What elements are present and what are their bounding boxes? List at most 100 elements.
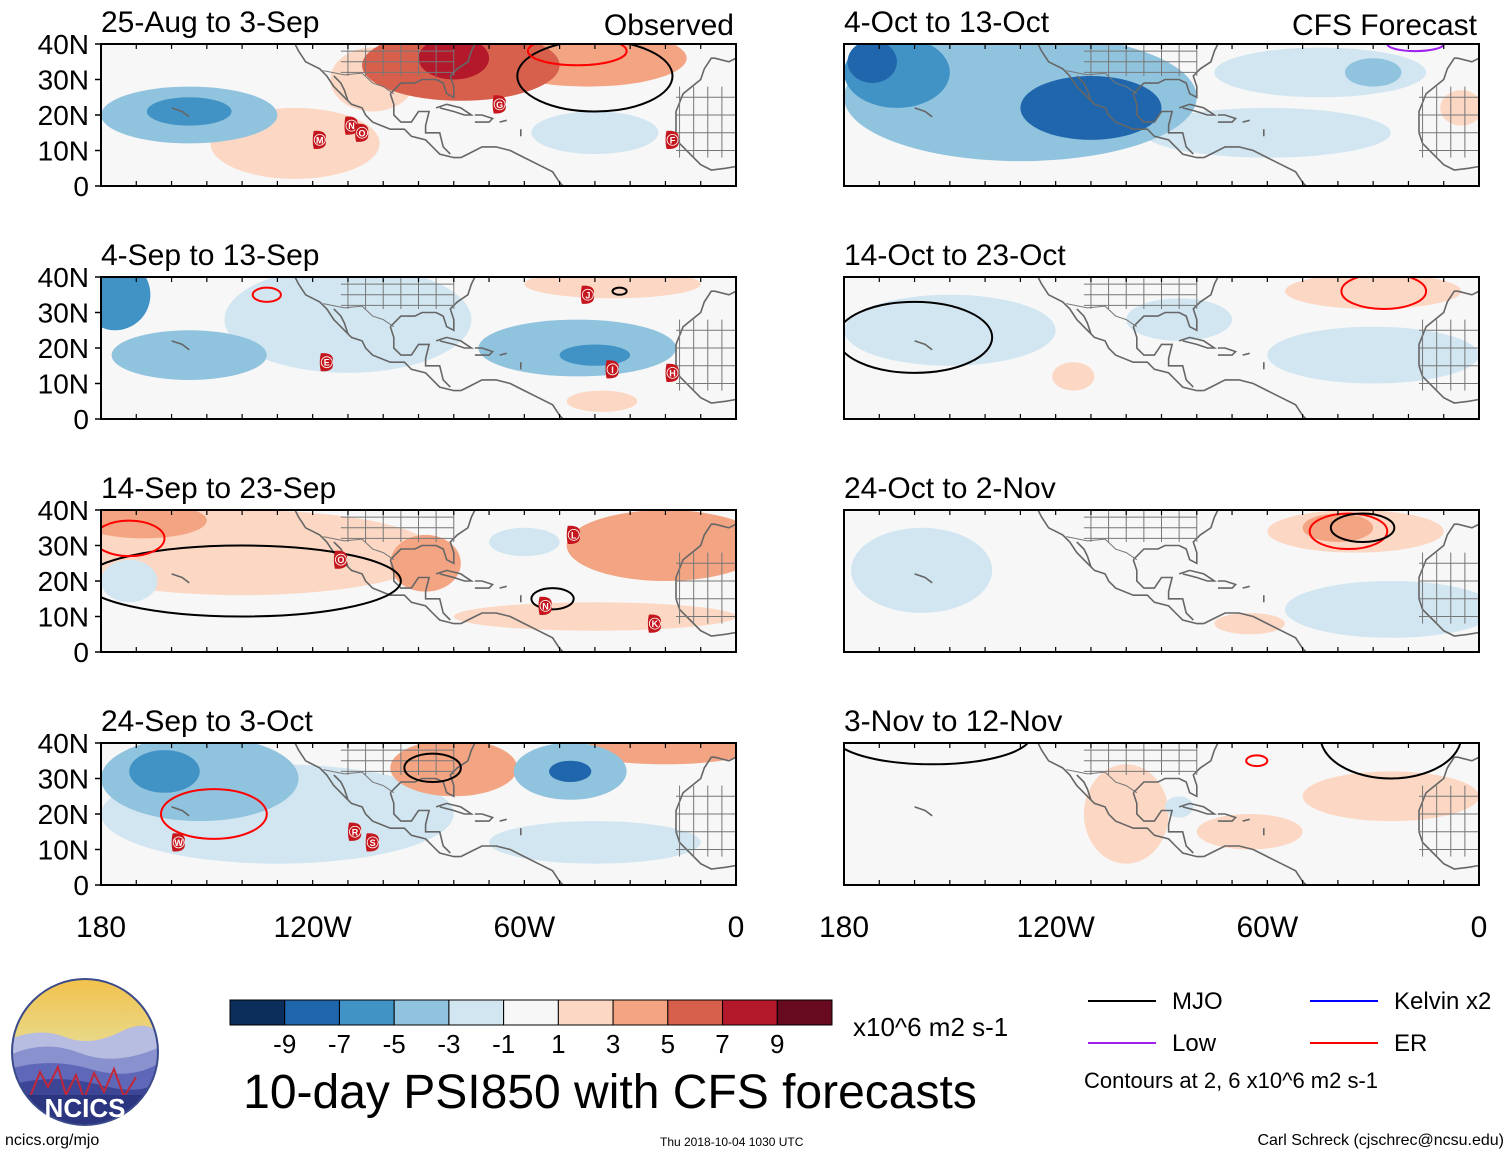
anomaly-cell [851, 527, 993, 613]
storm-marker: S [365, 833, 379, 852]
contour-line [1245, 754, 1269, 768]
legend-mjo-line [1088, 1000, 1156, 1002]
coastline [171, 107, 190, 118]
contour-line [1329, 512, 1396, 543]
storm-core [356, 126, 368, 139]
ncics-logo: NCICS [11, 978, 159, 1126]
storm-marker: M [312, 130, 326, 149]
storm-core [581, 288, 594, 301]
colorbar-label: 3 [606, 1029, 620, 1059]
coastline [389, 93, 451, 155]
y-tick-label: 40N [38, 495, 89, 526]
author-credit: Carl Schreck (cjschrec@ncsu.edu) [1257, 1132, 1504, 1149]
colorbar-label: 5 [661, 1029, 675, 1059]
anomaly-cell [1143, 107, 1391, 158]
panel-f3: 24-Oct to 2-Nov [843, 472, 1480, 653]
state-borders [323, 44, 455, 95]
storm-core [172, 836, 185, 849]
coastline [1132, 792, 1194, 854]
panel-p2: J I H E 0 10N 20N 30N 40N 4-Sep to 13-Sep [38, 239, 737, 435]
x-tick-label: 180 [76, 911, 126, 944]
mexico-border [323, 303, 395, 328]
y-tick-label: 0 [73, 171, 89, 202]
anomaly-cell [224, 277, 472, 373]
anomaly-cell [1020, 75, 1162, 140]
colorbar-label: -5 [383, 1029, 406, 1059]
colorbar-label: -9 [273, 1029, 296, 1059]
storm-marker: O [355, 123, 369, 142]
legend-kelvin-label: Kelvin x2 [1394, 988, 1492, 1015]
coastline [294, 44, 461, 159]
coastline [389, 326, 451, 388]
y-tick-label: 0 [73, 870, 89, 901]
storm-core [313, 133, 326, 146]
storm-marker: J [580, 285, 595, 304]
storm-letter: G [496, 100, 503, 110]
colorbar-swatch [284, 999, 340, 1026]
coastline [171, 573, 190, 584]
coastline [1217, 347, 1238, 356]
storm-letter: R [352, 827, 359, 837]
storm-letter: M [316, 135, 324, 145]
anomaly-cell [531, 111, 659, 155]
coastline [1242, 585, 1250, 589]
x-tick-label: 60W [1236, 911, 1298, 944]
anomaly-cell [1302, 771, 1479, 822]
storm-letter: F [670, 135, 676, 145]
storm-marker: W [171, 833, 185, 852]
coastline [389, 743, 476, 798]
colorbar-label: 7 [715, 1029, 729, 1059]
mexico-border [1066, 536, 1138, 561]
contour-line [516, 44, 674, 113]
coastline [171, 806, 190, 817]
coastline [675, 756, 736, 832]
anomaly-cell [1214, 612, 1285, 635]
y-tick-label: 20N [38, 799, 89, 830]
colorbar-swatch [338, 999, 395, 1026]
africa-borders [676, 319, 736, 391]
coastline [1076, 541, 1092, 568]
colorbar-units: x10^6 m2 s-1 [853, 1012, 1009, 1042]
colorbar-swatch [557, 999, 614, 1026]
state-borders [323, 743, 455, 794]
mexico-border [1066, 303, 1138, 328]
anomaly-cell [844, 294, 1056, 366]
timestamp: Thu 2018-10-04 1030 UTC [660, 1135, 804, 1149]
colorbar-swatch [612, 999, 669, 1026]
state-borders [1066, 44, 1198, 95]
storm-marker: I [605, 360, 619, 379]
panel-title: 25-Aug to 3-Sep [101, 6, 319, 39]
storm-core [349, 825, 361, 838]
y-tick-label: 20N [38, 566, 89, 597]
coastline [389, 44, 476, 99]
legend-er-label: ER [1394, 1030, 1428, 1057]
coastline [1418, 57, 1479, 133]
coastline [460, 379, 564, 419]
coastline [1037, 510, 1204, 625]
coastline [389, 277, 476, 332]
coastline [499, 119, 507, 123]
africa-borders [676, 552, 736, 624]
colorbar: -9 -7 -5 -3 -1 1 3 5 7 9 [229, 999, 833, 1059]
storm-letter: N [542, 601, 549, 611]
storm-core [606, 363, 619, 376]
storm-core [493, 98, 506, 111]
coastline [914, 806, 933, 817]
coastline [1242, 352, 1250, 356]
contour-line [844, 743, 1030, 766]
contour-line [611, 286, 628, 296]
storm-letter: O [359, 128, 366, 138]
coastline [474, 813, 495, 822]
storm-letter: I [611, 365, 614, 375]
coastline [474, 580, 495, 589]
storm-core [320, 356, 333, 369]
coastline [499, 352, 507, 356]
coastline [675, 57, 736, 133]
coastline [474, 347, 495, 356]
anomaly-cell [1196, 814, 1303, 850]
panel-f2: 14-Oct to 23-Oct [843, 239, 1480, 420]
figure-title: 10-day PSI850 with CFS forecasts [243, 1066, 977, 1119]
coastline [1203, 146, 1307, 186]
mexico-border [323, 70, 395, 95]
panel-title: 4-Sep to 13-Sep [101, 239, 319, 272]
